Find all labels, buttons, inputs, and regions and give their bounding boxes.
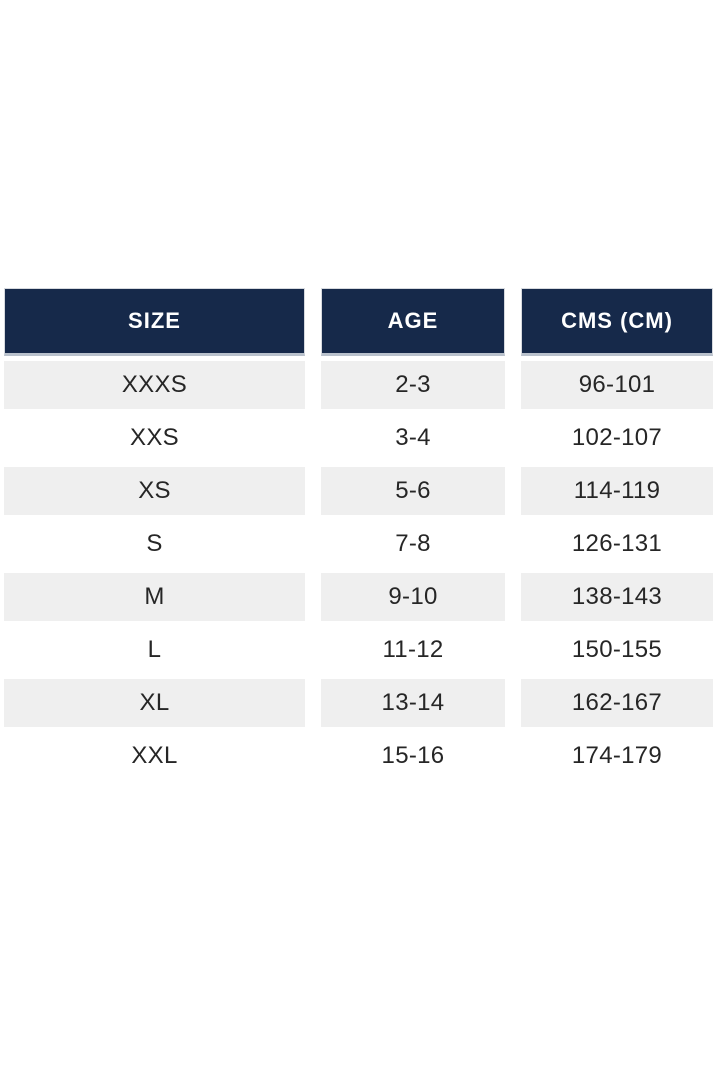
column-header-age: AGE <box>321 288 505 356</box>
age-cell: 9-10 <box>321 573 505 621</box>
age-cell: 7-8 <box>321 520 505 568</box>
cms-cell: 174-179 <box>521 732 713 780</box>
age-cell: 13-14 <box>321 679 505 727</box>
size-cell: L <box>4 626 305 674</box>
cms-cell: 126-131 <box>521 520 713 568</box>
age-cell: 11-12 <box>321 626 505 674</box>
size-cell: XS <box>4 467 305 515</box>
cms-cell: 114-119 <box>521 467 713 515</box>
age-cell: 3-4 <box>321 414 505 462</box>
size-cell: M <box>4 573 305 621</box>
size-cell: XXXS <box>4 361 305 409</box>
cms-cell: 138-143 <box>521 573 713 621</box>
age-cell: 5-6 <box>321 467 505 515</box>
age-cell: 15-16 <box>321 732 505 780</box>
column-header-cms: CMS (CM) <box>521 288 713 356</box>
size-cell: XXL <box>4 732 305 780</box>
size-cell: S <box>4 520 305 568</box>
cms-cell: 162-167 <box>521 679 713 727</box>
cms-cell: 96-101 <box>521 361 713 409</box>
size-chart-table: SIZE AGE CMS (CM) XXXS 2-3 96-101 XXS 3-… <box>4 288 713 780</box>
cms-cell: 102-107 <box>521 414 713 462</box>
age-cell: 2-3 <box>321 361 505 409</box>
cms-cell: 150-155 <box>521 626 713 674</box>
size-cell: XL <box>4 679 305 727</box>
column-header-size: SIZE <box>4 288 305 356</box>
size-cell: XXS <box>4 414 305 462</box>
